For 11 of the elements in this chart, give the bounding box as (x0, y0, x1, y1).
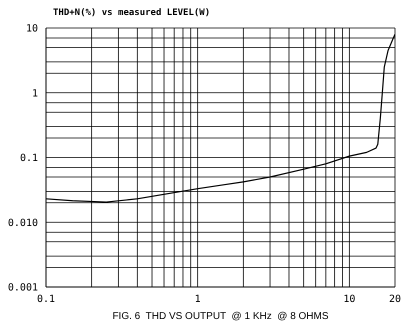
x-tick-label: 0.1 (36, 294, 56, 306)
x-tick-label: 1 (194, 294, 201, 306)
x-tick-label: 10 (343, 294, 356, 306)
x-tick-label: 20 (388, 294, 402, 306)
caption: FIG. 6 THD VS OUTPUT @ 1 KHz @ 8 OHMS (111, 311, 330, 322)
chart-title: THD+N(%) vs measured LEVEL(W) (53, 8, 212, 20)
y-tick-label: 0.1 (20, 153, 38, 164)
y-tick-label: 1 (32, 88, 38, 100)
y-tick-label: 0.010 (8, 218, 38, 229)
y-tick-label: 0.001 (8, 282, 38, 294)
y-tick-label: 10 (26, 24, 38, 35)
